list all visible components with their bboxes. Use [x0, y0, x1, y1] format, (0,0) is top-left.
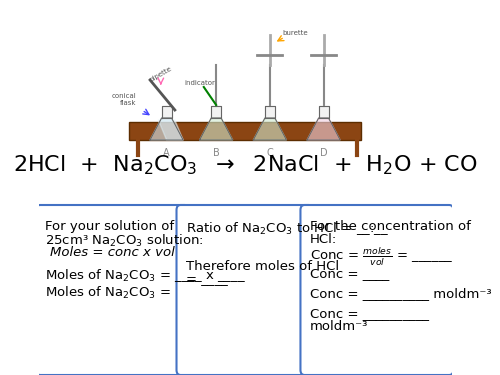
Polygon shape [150, 118, 183, 140]
Polygon shape [211, 106, 221, 118]
FancyBboxPatch shape [176, 205, 313, 375]
FancyBboxPatch shape [130, 122, 361, 140]
Text: indicator: indicator [184, 80, 215, 86]
Text: Conc = ____: Conc = ____ [310, 267, 389, 280]
Text: Therefore moles of HCl: Therefore moles of HCl [186, 260, 338, 273]
Text: pipette: pipette [148, 65, 173, 83]
Polygon shape [265, 106, 275, 118]
Text: moldm⁻³: moldm⁻³ [310, 320, 368, 333]
Text: Conc = $\frac{moles}{vol}$ = ______: Conc = $\frac{moles}{vol}$ = ______ [310, 246, 453, 268]
Polygon shape [200, 118, 232, 140]
FancyBboxPatch shape [36, 205, 189, 375]
Text: Moles of Na$_2$CO$_3$ = ____ x ____: Moles of Na$_2$CO$_3$ = ____ x ____ [45, 267, 246, 284]
Text: For your solution of: For your solution of [45, 220, 174, 233]
Text: = ____: = ____ [186, 273, 228, 286]
Polygon shape [162, 106, 172, 118]
Text: D: D [320, 148, 328, 158]
Polygon shape [307, 118, 340, 140]
Polygon shape [318, 106, 328, 118]
Text: Moles = conc x vol: Moles = conc x vol [50, 246, 175, 259]
Polygon shape [254, 118, 286, 140]
Text: 25cm³ Na$_2$CO$_3$ solution:: 25cm³ Na$_2$CO$_3$ solution: [45, 233, 203, 249]
FancyBboxPatch shape [300, 205, 454, 375]
Text: For the concentration of: For the concentration of [310, 220, 470, 233]
Text: Conc = __________ moldm⁻³: Conc = __________ moldm⁻³ [310, 287, 491, 300]
Text: HCl:: HCl: [310, 233, 337, 246]
Text: A: A [164, 148, 170, 158]
Text: burette: burette [282, 30, 308, 36]
Text: Conc = __________: Conc = __________ [310, 307, 428, 320]
Text: B: B [213, 148, 220, 158]
Text: conical
flask: conical flask [112, 93, 136, 106]
Text: Moles of Na$_2$CO$_3$ =: Moles of Na$_2$CO$_3$ = [45, 285, 171, 301]
Text: Ratio of Na$_2$CO$_3$ to HCl = __:__: Ratio of Na$_2$CO$_3$ to HCl = __:__ [186, 220, 389, 237]
Text: C: C [266, 148, 274, 158]
Polygon shape [158, 120, 183, 140]
Text: 2HCl  +  Na$_2$CO$_3$  $\rightarrow$  2NaCl  +  H$_2$O + CO: 2HCl + Na$_2$CO$_3$ $\rightarrow$ 2NaCl … [13, 153, 477, 177]
